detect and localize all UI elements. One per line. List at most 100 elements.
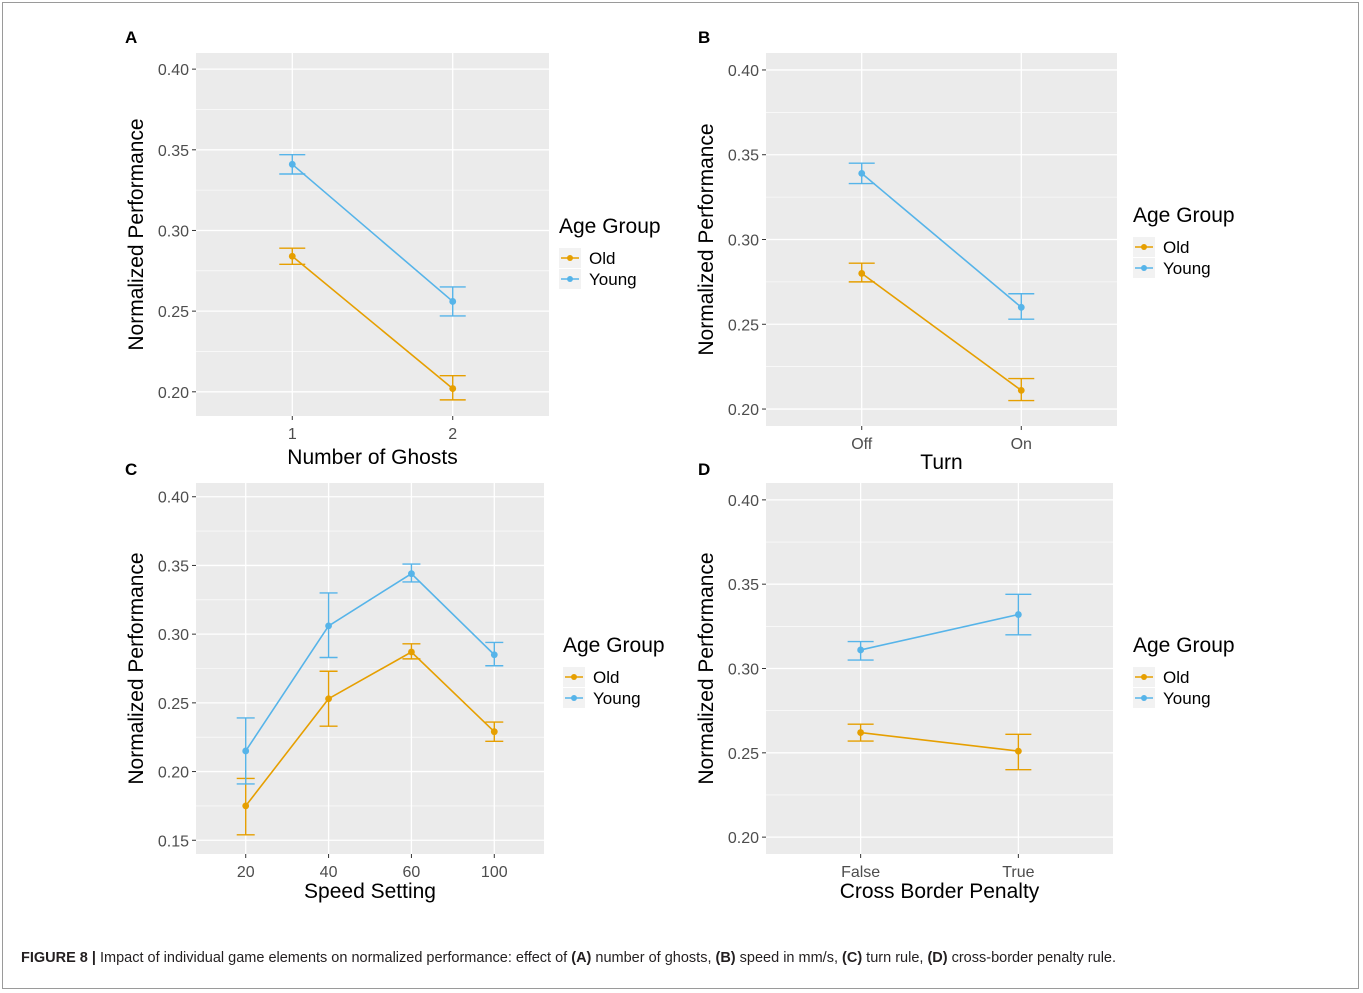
- data-point-young: [408, 570, 415, 578]
- data-point-young: [242, 747, 250, 755]
- data-point-old: [858, 270, 866, 277]
- data-point-young: [490, 651, 498, 659]
- y-tick-label-b: 0.30: [728, 233, 759, 250]
- series-line-old: [291, 255, 454, 390]
- x-tick-label-d: False: [841, 864, 880, 881]
- caption-ref-d: (D): [927, 950, 948, 966]
- caption-ref-c: (C): [842, 950, 863, 966]
- y-tick-label-d: 0.35: [728, 577, 759, 594]
- y-tick-label-c: 0.40: [158, 490, 189, 507]
- y-axis-label-d: Normalized Performance: [695, 552, 718, 784]
- data-point-young: [449, 298, 457, 305]
- series-line-old: [861, 272, 1022, 392]
- series-line-young: [291, 163, 454, 303]
- caption-text-4: turn rule,: [862, 950, 928, 966]
- y-tick-label-a: 0.25: [158, 304, 189, 321]
- y-tick-label-a: 0.35: [158, 143, 189, 160]
- data-point-old: [288, 252, 296, 260]
- x-tick-label-a: 2: [448, 426, 457, 443]
- y-tick-label-d: 0.20: [728, 830, 759, 847]
- legend-a: Age Group Old Young: [559, 215, 661, 289]
- legend-key-point: [567, 255, 573, 261]
- y-tick-label-c: 0.25: [158, 696, 189, 713]
- x-axis-label-c: Speed Setting: [304, 880, 436, 903]
- y-tick-label-d: 0.40: [728, 493, 759, 510]
- panel-tag-a: A: [125, 28, 137, 47]
- legend-key-point: [1141, 674, 1147, 680]
- data-point-old: [449, 385, 457, 392]
- y-axis-label-a: Normalized Performance: [125, 118, 148, 350]
- figure-caption: FIGURE 8 | Impact of individual game ele…: [21, 948, 1341, 969]
- data-point-young: [857, 646, 865, 654]
- data-point-old: [325, 695, 332, 703]
- x-axis-label-b: Turn: [920, 451, 962, 474]
- legend-entry-young: Young: [1163, 689, 1211, 708]
- legend-entry-young: Young: [593, 689, 641, 708]
- panel-a: A 0.20 0.25 0.30 0.35 0.40 1 2 Number of Ghosts N…: [125, 28, 661, 469]
- caption-ref-a: (A): [571, 950, 592, 966]
- legend-entry-old: Old: [1163, 238, 1189, 257]
- legend-key-point: [1141, 265, 1147, 271]
- data-point-young: [288, 160, 296, 168]
- y-axis-label-c: Normalized Performance: [125, 552, 148, 784]
- data-point-old: [490, 728, 498, 736]
- y-tick-label-b: 0.40: [728, 63, 759, 80]
- y-tick-label-a: 0.20: [158, 385, 189, 402]
- x-tick-label-b: Off: [851, 436, 873, 453]
- legend-d: Age Group Old Young: [1133, 634, 1235, 708]
- caption-ref-b: (B): [715, 950, 736, 966]
- caption-figure-number: FIGURE 8 |: [21, 950, 96, 966]
- y-tick-label-b: 0.35: [728, 148, 759, 165]
- plot-background-a: [196, 53, 549, 416]
- data-point-old: [1017, 386, 1025, 394]
- y-tick-label-b: 0.20: [728, 402, 759, 419]
- y-axis-label-b: Normalized Performance: [695, 123, 718, 355]
- data-point-old: [1014, 747, 1022, 755]
- caption-text-2: number of ghosts,: [591, 950, 716, 966]
- y-tick-label-d: 0.25: [728, 746, 759, 763]
- x-tick-label-c: 20: [237, 864, 255, 881]
- legend-c: Age Group Old Young: [563, 634, 665, 708]
- legend-title-a: Age Group: [559, 215, 661, 238]
- data-point-old: [857, 729, 865, 736]
- y-tick-label-a: 0.30: [158, 223, 189, 240]
- legend-title-b: Age Group: [1133, 204, 1235, 227]
- data-point-young: [858, 169, 866, 177]
- legend-key-point: [1141, 695, 1147, 701]
- x-tick-label-c: 100: [481, 864, 508, 881]
- x-tick-label-a: 1: [288, 426, 297, 443]
- data-point-old: [242, 802, 250, 810]
- panel-tag-d: D: [698, 460, 710, 479]
- x-tick-label-c: 40: [320, 864, 338, 881]
- legend-key-point: [567, 276, 573, 282]
- data-point-young: [325, 622, 332, 630]
- x-axis-label-d: Cross Border Penalty: [840, 880, 1040, 903]
- legend-b: Age Group Old Young: [1133, 204, 1235, 278]
- panel-b: B 0.20 0.25 0.30 0.35 0.40 Off On Turn Normalized…: [695, 28, 1235, 474]
- panel-tag-b: B: [698, 28, 710, 47]
- panel-c: C 0.15 0.20 0.25 0.30 0.35 0.40 20 40 60 100 Speed …: [125, 460, 665, 903]
- y-tick-label-c: 0.15: [158, 833, 189, 850]
- legend-title-c: Age Group: [563, 634, 665, 657]
- series-line-young: [861, 172, 1022, 308]
- caption-text-5: cross-border penalty rule.: [947, 950, 1117, 966]
- legend-entry-old: Old: [1163, 668, 1189, 687]
- y-tick-label-a: 0.40: [158, 62, 189, 79]
- x-tick-label-c: 60: [403, 864, 421, 881]
- caption-text-3: speed in mm/s,: [735, 950, 843, 966]
- series-line-young: [860, 613, 1019, 651]
- series-line-old: [860, 731, 1019, 752]
- series-line-old: [245, 651, 495, 807]
- legend-key-point: [571, 674, 577, 680]
- legend-entry-old: Old: [593, 668, 619, 687]
- x-tick-label-d: True: [1002, 864, 1034, 881]
- legend-title-d: Age Group: [1133, 634, 1235, 657]
- legend-entry-old: Old: [589, 249, 615, 268]
- figure-charts: A 0.20 0.25 0.30 0.35 0.40 1 2 Number of Ghosts N…: [125, 28, 1235, 903]
- caption-text-1: Impact of individual game elements on no…: [95, 950, 572, 966]
- y-tick-label-c: 0.35: [158, 558, 189, 575]
- data-point-young: [1014, 611, 1022, 618]
- y-tick-label-d: 0.30: [728, 662, 759, 679]
